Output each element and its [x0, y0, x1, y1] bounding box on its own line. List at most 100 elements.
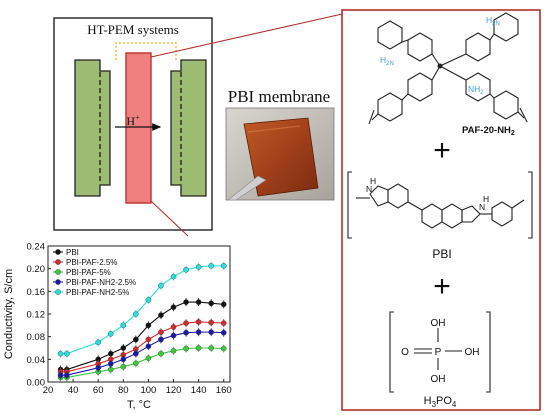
series-pbi [57, 298, 227, 374]
membrane-sample [243, 117, 319, 197]
left-electrode [74, 59, 111, 197]
legend-label: PBI-PAF-2.5% [66, 258, 117, 267]
y-tick-label: 0.24 [27, 242, 46, 253]
data-point [133, 336, 139, 343]
photo-title: PBI membrane [228, 87, 330, 106]
right-electrode [170, 59, 207, 197]
data-point [195, 329, 202, 335]
series-pbi-paf-nh2-5- [57, 261, 227, 358]
proton-label: H+ [126, 113, 140, 128]
acid-oh-right: OH [465, 347, 480, 358]
data-point [120, 345, 127, 351]
data-point [183, 329, 189, 336]
x-tick-label: 80 [118, 385, 129, 396]
series-pbi-paf-nh2-2-5- [57, 328, 227, 380]
x-tick-label: 160 [216, 385, 232, 396]
chemistry-panel: H2N H2N NH2 PAF-20-NH2 + H N H N PBI + [341, 9, 541, 411]
y-tick-label: 0.08 [27, 332, 46, 343]
data-point [208, 319, 214, 326]
data-point [145, 336, 152, 343]
data-point [170, 332, 177, 339]
zoom-line-bottom [150, 200, 189, 237]
chart-series-group [57, 261, 227, 382]
data-point [120, 356, 127, 363]
x-tick-label: 120 [166, 385, 182, 396]
data-point [195, 264, 202, 270]
nh-label-left-h: H [370, 176, 376, 186]
plus-sign-2: + [433, 270, 451, 303]
chart-legend: PBIPBI-PAF-2.5%PBI-PAF-5%PBI-PAF-NH2-2.5… [53, 248, 136, 297]
data-point [107, 331, 114, 337]
legend-item: PBI [53, 248, 79, 257]
legend-label: PBI-PAF-NH2-5% [66, 288, 129, 297]
conductivity-chart: 20 40 60 80 100 120 140 160 0.00 0.04 0.08 0.12 0.16… [3, 242, 232, 412]
x-tick-label: 20 [43, 385, 54, 396]
data-point [133, 350, 139, 357]
data-point [158, 336, 164, 343]
data-point [107, 361, 114, 367]
data-point [195, 345, 202, 351]
amine-label-left: H2N [380, 55, 394, 67]
data-point [158, 312, 164, 318]
x-tick-label: 140 [191, 385, 207, 396]
data-point [158, 350, 164, 357]
acid-p: P [435, 347, 442, 358]
paf-structure [368, 12, 528, 125]
data-point [195, 319, 202, 325]
legend-marker [55, 259, 61, 265]
data-point [183, 345, 189, 352]
pbi-membrane [125, 52, 152, 204]
acid-o-double: O [401, 347, 409, 358]
data-point [208, 263, 214, 269]
data-point [220, 320, 227, 326]
y-tick-label: 0.04 [27, 355, 46, 366]
data-point [133, 360, 139, 367]
plus-sign-1: + [433, 134, 451, 167]
data-point [57, 372, 64, 379]
data-point [220, 263, 227, 269]
data-point [145, 355, 152, 362]
legend-item: PBI-PAF-NH2-5% [53, 288, 129, 297]
legend-item: PBI-PAF-NH2-2.5% [53, 278, 136, 287]
photo-panel: PBI membrane [225, 87, 335, 201]
legend-item: PBI-PAF-5% [53, 268, 111, 277]
amine-label-top-right: H2N [486, 15, 500, 27]
acid-structure [389, 311, 491, 393]
series-line [60, 331, 224, 376]
zoom-line-top [150, 9, 361, 58]
acid-oh-bottom: OH [431, 374, 446, 385]
data-point [195, 299, 202, 305]
data-point [64, 350, 70, 357]
data-point [145, 322, 152, 329]
nh-label-right-h: H [483, 194, 489, 204]
pbi-structure [347, 171, 533, 239]
y-tick-label: 0.00 [27, 378, 46, 389]
data-point [120, 363, 127, 370]
x-tick-label: 60 [93, 385, 104, 396]
chart-xlabel: T, °C [127, 399, 151, 411]
nh-label-left-n: N [366, 184, 372, 194]
membrane-highlight [247, 125, 301, 133]
y-tick-label: 0.20 [27, 264, 46, 275]
acid-oh-top: OH [431, 318, 446, 329]
legend-marker [55, 249, 61, 255]
data-point [170, 348, 177, 354]
cell-title: HT-PEM systems [87, 22, 179, 37]
tweezers [227, 175, 267, 201]
legend-marker [55, 279, 61, 285]
cell-panel: HT-PEM systems H+ [53, 17, 213, 231]
legend-marker [55, 289, 61, 295]
x-tick-label: 100 [140, 385, 156, 396]
data-point [220, 345, 227, 352]
paf-label: PAF-20-NH2 [462, 125, 515, 137]
pbi-label: PBI [432, 247, 451, 261]
data-point [158, 282, 164, 289]
data-point [208, 345, 214, 351]
legend-label: PBI [66, 248, 79, 257]
amine-label-right: NH2 [468, 84, 484, 96]
data-point [145, 297, 152, 303]
series-line [60, 301, 224, 371]
acid-formula: H3PO4 [424, 395, 457, 409]
data-point [183, 299, 189, 305]
